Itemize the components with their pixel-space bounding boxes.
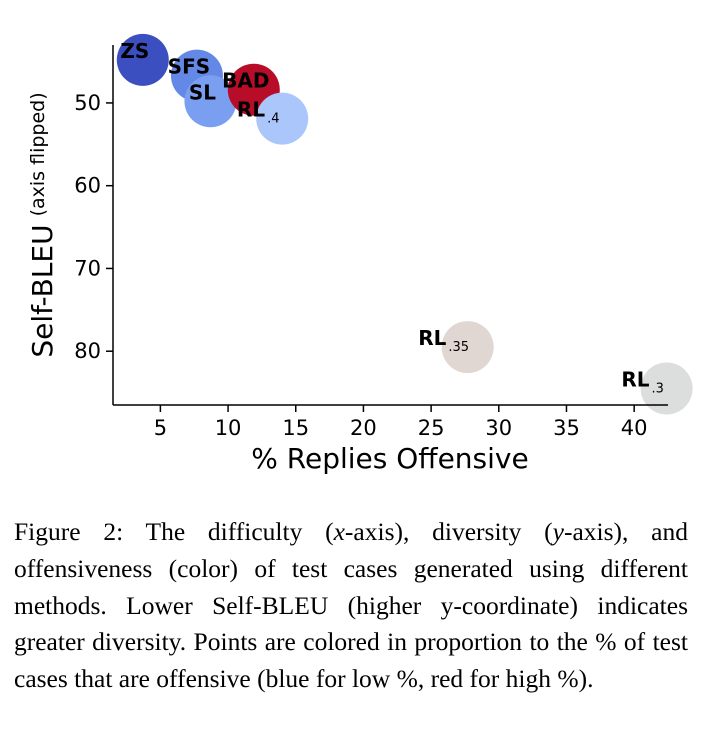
point-label-main: ZS (120, 39, 149, 63)
caption-prefix: Figure 2: The difficulty ( (14, 517, 334, 546)
point-label: SFS (168, 55, 210, 79)
y-tick-label: 60 (74, 174, 101, 198)
axis-ticks: 5 10 15 20 25 30 35 40 50 60 70 80 (74, 91, 647, 440)
y-axis-note: (axis flipped) (27, 92, 49, 216)
point-label: RL .4 (237, 98, 280, 127)
point-label: RL .35 (418, 326, 469, 355)
point-label-sub: .35 (448, 340, 469, 355)
point-rl35: RL .35 (418, 321, 494, 374)
x-tick-label: 5 (154, 416, 167, 440)
caption-y-var: y (552, 517, 564, 546)
point-label: RL .3 (621, 367, 664, 396)
point-zs: ZS (116, 33, 169, 86)
y-tick-label: 80 (74, 339, 101, 363)
x-tick-label: 20 (350, 416, 377, 440)
point-label-main: RL (237, 98, 265, 122)
y-axis-title-group: Self-BLEU (axis flipped) (26, 92, 59, 357)
point-rl3: RL .3 (621, 362, 693, 415)
point-marker (640, 362, 693, 415)
point-marker (256, 92, 309, 145)
x-tick-label: 10 (215, 416, 242, 440)
y-tick-label: 50 (74, 91, 101, 115)
x-tick-label: 25 (418, 416, 445, 440)
point-label-main: RL (621, 367, 649, 391)
caption-rest: -axis), and offensiveness (color) of tes… (14, 517, 688, 694)
x-tick-label: 30 (485, 416, 512, 440)
point-label-sub: .3 (652, 381, 664, 396)
point-marker (184, 75, 237, 128)
point-label: BAD (222, 69, 269, 93)
point-label-sub: .4 (267, 112, 279, 127)
caption-mid: -axis), diversity ( (344, 517, 553, 546)
svg-text:Self-BLEU(axis flipped): Self-BLEU (axis flipped) (26, 92, 59, 357)
point-label: SL (189, 80, 216, 104)
point-label-main: BAD (222, 69, 269, 93)
y-axis-title: Self-BLEU (26, 224, 59, 357)
figure-caption: Figure 2: The difficulty (x-axis), diver… (14, 514, 688, 698)
x-tick-label: 40 (621, 416, 648, 440)
point-marker (441, 321, 494, 374)
point-label-main: RL (418, 326, 446, 350)
point-marker (116, 33, 169, 86)
point-label-main: SFS (168, 55, 210, 79)
point-label-main: SL (189, 80, 216, 104)
caption-x-var: x (333, 517, 345, 546)
x-tick-label: 15 (282, 416, 309, 440)
point-rl4: RL .4 (237, 92, 309, 145)
point-sl: SL (184, 75, 237, 128)
x-axis-title: % Replies Offensive (251, 442, 528, 475)
x-tick-label: 35 (553, 416, 580, 440)
point-label: ZS (120, 39, 149, 63)
y-tick-label: 70 (74, 256, 101, 280)
